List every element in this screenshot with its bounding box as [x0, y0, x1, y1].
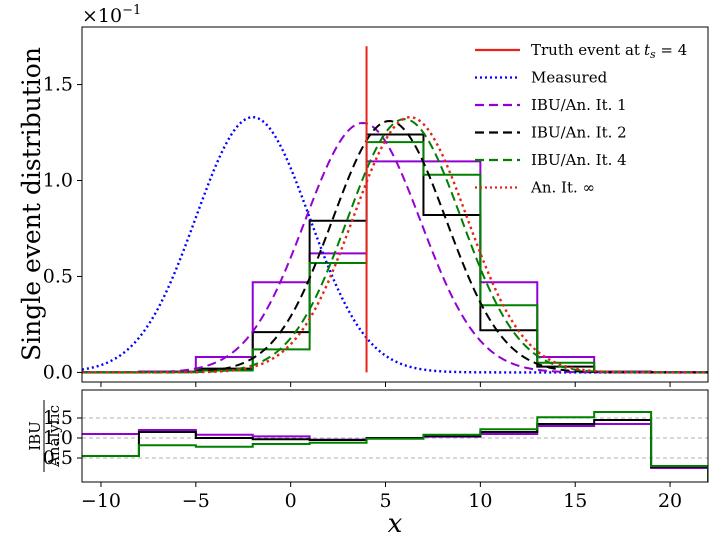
curve-an-it- — [82, 115, 708, 374]
xtick-label: 15 — [563, 490, 587, 512]
xtick-label: 5 — [379, 490, 391, 512]
bottom-panel: 0.51.01.5 IBU Analytic — [26, 389, 709, 483]
histogram-ibu-it-1 — [82, 160, 708, 374]
top-plot-area — [82, 46, 708, 374]
legend: Truth event at ts = 4 Measured IBU/An. It. … — [475, 41, 687, 197]
histogram-ibu-it-4 — [82, 141, 708, 374]
legend-label: Truth event at ts = 4 — [531, 41, 687, 61]
curve-ibu-an-it-1 — [82, 121, 708, 374]
y-axis-label: Single event distribution — [17, 47, 46, 361]
top-ytick-label: 0.5 — [43, 265, 73, 287]
legend-label: IBU/An. It. 2 — [531, 124, 627, 142]
top-ticks: 0.0 0.5 1.0 1.5 — [43, 74, 82, 383]
histogram-ibu-it-2 — [82, 133, 708, 374]
y-multiplier: ×10−1 — [82, 3, 141, 27]
legend-label: Measured — [531, 69, 608, 87]
xtick-label: 20 — [658, 490, 682, 512]
xtick-label: 10 — [468, 490, 492, 512]
bottom-frame — [81, 389, 709, 483]
bottom-ytick-label: 1.0 — [43, 427, 73, 449]
top-frame — [81, 26, 709, 383]
legend-label: IBU/An. It. 1 — [531, 96, 627, 114]
bottom-plot-area — [82, 411, 708, 482]
xtick-label: −5 — [182, 490, 210, 512]
ratio-label-numerator: IBU — [26, 421, 44, 451]
x-ticks: −10 −5 0 5 10 15 20 — [81, 382, 682, 512]
bottom-ytick-label: 0.5 — [43, 447, 73, 469]
top-ytick-label: 0.0 — [43, 361, 73, 383]
legend-label: IBU/An. It. 4 — [531, 151, 627, 169]
ratio-label-denominator: Analytic — [45, 405, 63, 468]
top-ytick-label: 1.0 — [43, 170, 73, 192]
xtick-label: 0 — [285, 490, 297, 512]
ratio-ibu-it-4-analytic — [82, 411, 708, 482]
legend-label: An. It. ∞ — [530, 179, 595, 197]
xtick-label: −10 — [81, 490, 121, 512]
ratio-label: IBU Analytic — [26, 400, 63, 472]
top-ytick-label: 1.5 — [43, 74, 73, 96]
bottom-ticks: 0.51.01.5 — [43, 407, 708, 469]
x-axis-label: x — [388, 509, 403, 539]
top-panel: ×10−1 0.0 0.5 1.0 1.5 Single event distribu… — [17, 3, 709, 383]
bottom-ytick-label: 1.5 — [43, 407, 73, 429]
